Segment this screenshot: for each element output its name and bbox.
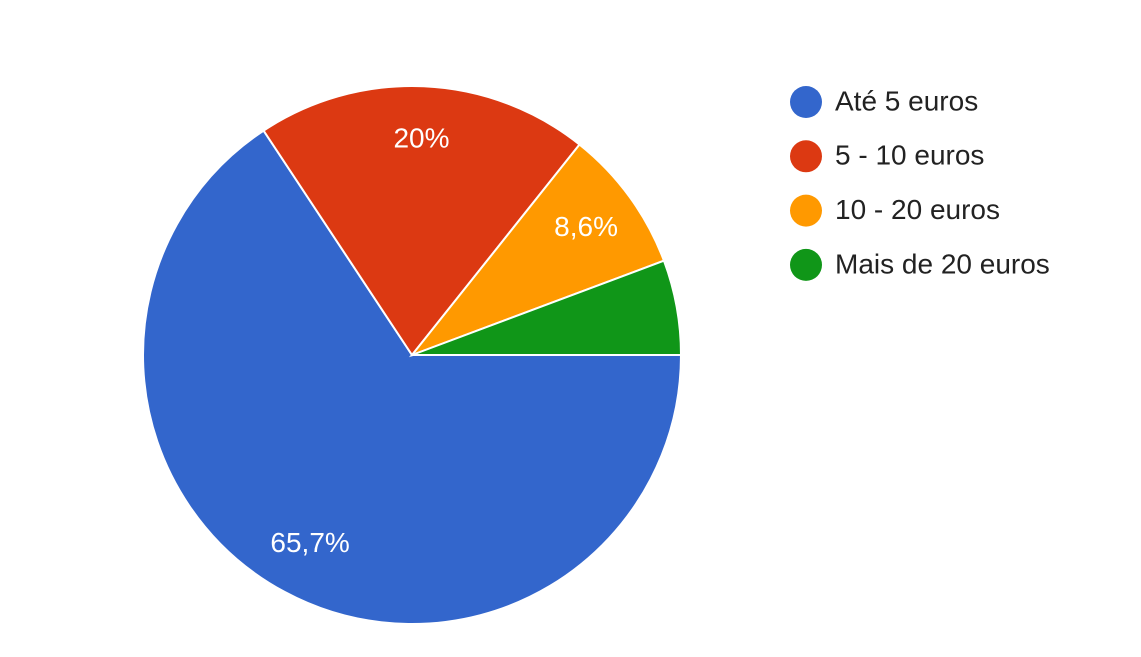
legend-swatch: [790, 194, 822, 227]
pie-slice: [142, 129, 683, 625]
legend-label: Mais de 20 euros: [835, 248, 1050, 279]
legend-swatch: [790, 86, 822, 118]
pie-slice: [408, 143, 666, 358]
legend-label: 10 - 20 euros: [835, 194, 1000, 225]
slice-label: 8,6%: [554, 211, 618, 242]
slice-label: 65,7%: [270, 527, 349, 558]
pie-slice: [411, 259, 683, 356]
pie-slice: [262, 85, 581, 357]
legend-swatch: [790, 140, 822, 173]
legend-label: Até 5 euros: [835, 85, 978, 116]
legend-label: 5 - 10 euros: [835, 140, 984, 171]
legend-swatch: [790, 248, 822, 281]
slice-label: 20%: [393, 122, 449, 153]
